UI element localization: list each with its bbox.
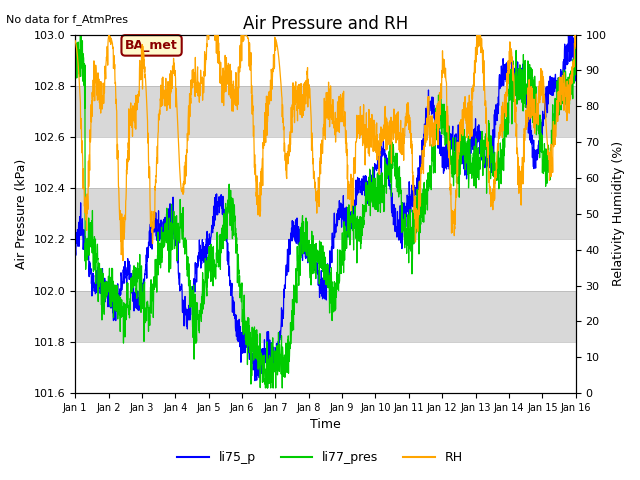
Bar: [75, 291, 576, 342]
Text: No data for f_AtmPres: No data for f_AtmPres: [6, 14, 129, 25]
Title: Air Pressure and RH: Air Pressure and RH: [243, 15, 408, 33]
Bar: [75, 188, 576, 240]
Legend: li75_p, li77_pres, RH: li75_p, li77_pres, RH: [172, 446, 468, 469]
X-axis label: Time: Time: [310, 419, 341, 432]
Y-axis label: Air Pressure (kPa): Air Pressure (kPa): [15, 159, 28, 269]
Text: BA_met: BA_met: [125, 39, 178, 52]
Bar: [75, 86, 576, 137]
Y-axis label: Relativity Humidity (%): Relativity Humidity (%): [612, 141, 625, 287]
